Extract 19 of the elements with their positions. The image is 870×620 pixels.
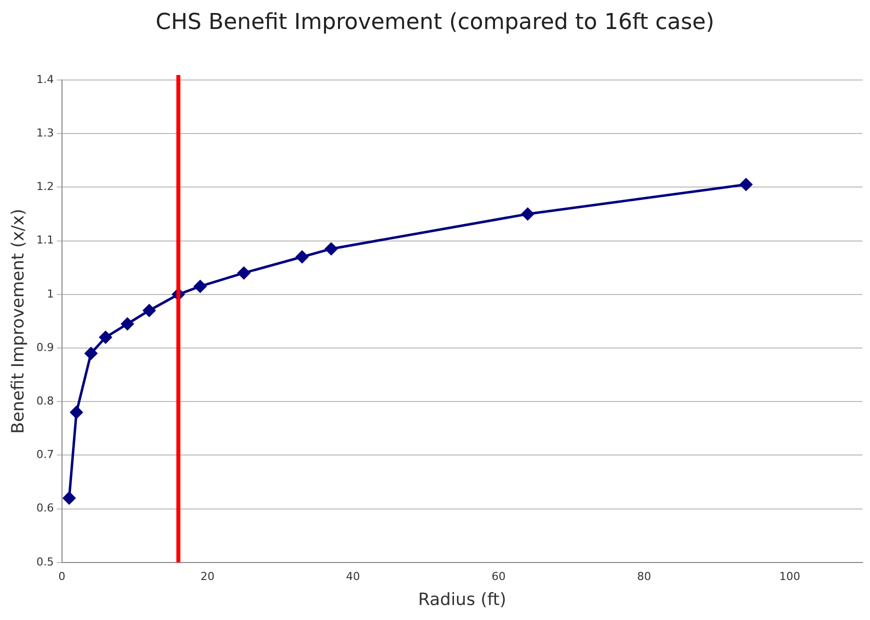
x-tick-label: 20 bbox=[200, 570, 214, 583]
y-axis-title: Benefit Improvement (x/x) bbox=[8, 208, 29, 434]
y-tick-label: 1.2 bbox=[36, 180, 54, 194]
x-tick-label: 80 bbox=[637, 570, 652, 583]
y-tick-label: 0.9 bbox=[36, 340, 54, 354]
y-tick-label: 0.8 bbox=[36, 394, 54, 408]
x-axis-title: Radius (ft) bbox=[418, 590, 506, 610]
x-tick-label: 0 bbox=[58, 570, 66, 583]
y-tick-label: 1.1 bbox=[36, 234, 54, 247]
chart-title: CHS Benefit Improvement (compared to 16ft case) bbox=[154, 10, 716, 37]
y-tick-label: 1.4 bbox=[36, 72, 54, 86]
y-tick-label: 0.7 bbox=[36, 448, 54, 462]
x-tick-label: 60 bbox=[492, 570, 506, 583]
x-tick-label: 100 bbox=[779, 570, 800, 583]
y-tick-label: 1 bbox=[46, 287, 54, 300]
y-tick-label: 1.3 bbox=[36, 126, 54, 140]
y-tick-label: 0.6 bbox=[36, 502, 54, 515]
y-tick-label: 0.5 bbox=[36, 555, 54, 568]
x-tick-label: 40 bbox=[346, 570, 360, 583]
